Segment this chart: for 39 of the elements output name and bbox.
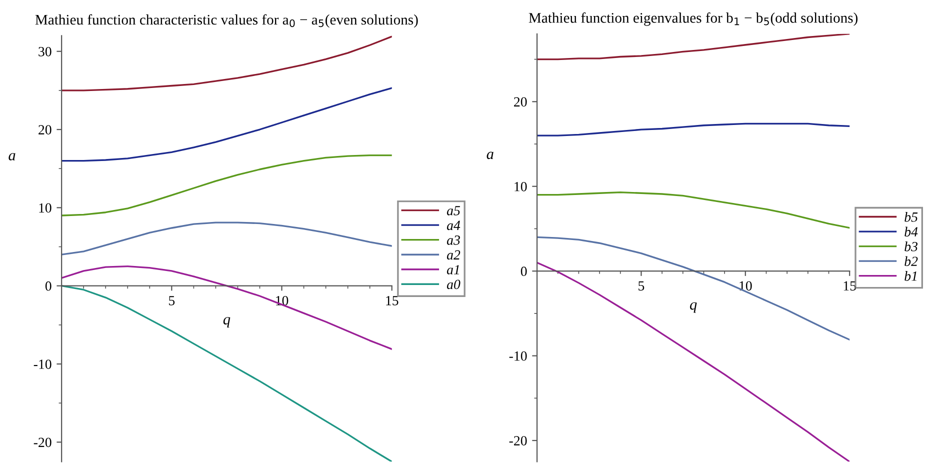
y-tick-label: 0 <box>45 281 52 291</box>
legend-label: b1 <box>904 271 916 281</box>
legend-label: b4 <box>904 226 918 237</box>
line-series <box>62 36 392 92</box>
x-axis-title: q <box>223 317 230 328</box>
legend-label: b5 <box>904 212 918 222</box>
legend-label: a5 <box>446 206 460 216</box>
line-series <box>62 154 392 216</box>
legend-label: a3 <box>446 236 460 245</box>
line-series <box>537 34 850 60</box>
x-axis-title: q <box>690 302 697 313</box>
y-tick-label: -10 <box>34 360 52 369</box>
legend-label: a1 <box>446 265 459 274</box>
x-tick-label: 5 <box>169 296 175 306</box>
chart-title: Mathieu function eigenvalues for b$_{1}$ − b$_{5}$(odd solutions) <box>528 12 858 26</box>
y-tick-label: 10 <box>514 182 527 192</box>
y-tick-label: -20 <box>509 436 527 446</box>
chart-title: Mathieu function characteristic values for a$_{0}$ − a$_{5}$(even solutions) <box>35 14 418 28</box>
x-tick-label: 5 <box>638 281 644 291</box>
legend-label: a0 <box>446 280 460 290</box>
legend-label: b3 <box>904 242 918 252</box>
y-tick-label: 30 <box>38 46 52 56</box>
y-tick-label: 20 <box>38 125 52 134</box>
y-axis-title: a <box>486 152 494 160</box>
legend-label: a4 <box>446 220 460 230</box>
y-tick-label: 0 <box>520 266 527 276</box>
y-tick-label: -10 <box>509 351 527 361</box>
x-tick-label: 15 <box>386 296 398 306</box>
line-series <box>62 222 392 256</box>
y-axis-title: a <box>8 153 16 160</box>
line-series <box>537 122 850 136</box>
line-series <box>62 87 392 162</box>
line-series <box>537 191 850 229</box>
y-tick-label: 10 <box>39 203 52 213</box>
legend-label: a2 <box>446 250 460 260</box>
y-tick-label: -20 <box>34 438 52 448</box>
y-tick-label: 20 <box>514 97 527 107</box>
legend-label: b2 <box>904 256 918 266</box>
x-tick-label: 15 <box>844 281 856 291</box>
